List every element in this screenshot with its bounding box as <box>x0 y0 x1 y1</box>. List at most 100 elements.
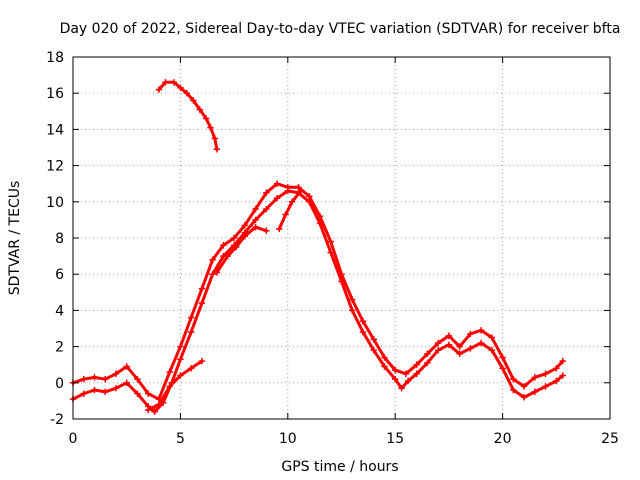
data-point-trace-a <box>553 377 560 385</box>
data-point-trace-b <box>295 184 302 191</box>
data-point-trace-b <box>112 370 120 377</box>
y-tick-label: 2 <box>55 340 64 356</box>
data-point-trace-b <box>177 343 184 350</box>
data-point-trace-b <box>499 354 506 361</box>
y-tick-label: 6 <box>55 267 64 283</box>
data-point-trace-e <box>288 198 296 205</box>
data-point-trace-f <box>211 135 218 142</box>
data-point-trace-f <box>213 146 221 153</box>
data-point-trace-b <box>209 256 216 263</box>
data-point-trace-b <box>531 374 539 381</box>
data-point-trace-b <box>187 314 195 321</box>
data-point-trace-b <box>241 222 249 229</box>
data-point-trace-a <box>316 220 324 227</box>
series-trace-c <box>146 359 204 412</box>
data-point-trace-b <box>327 238 334 245</box>
data-point-trace-b <box>456 343 463 350</box>
x-tick-label: 25 <box>601 431 619 447</box>
chart-grid <box>73 57 610 419</box>
data-marker-layer <box>69 79 566 415</box>
data-point-trace-d <box>213 269 221 276</box>
x-tick-label: 0 <box>69 431 78 447</box>
data-point-trace-b <box>370 336 377 343</box>
data-point-trace-a <box>168 379 176 386</box>
data-point-trace-a <box>520 394 528 401</box>
data-point-trace-b <box>413 361 420 368</box>
data-point-trace-a <box>112 385 120 392</box>
y-axis: -2 0 2 4 6 8 10 12 14 16 18 <box>46 50 610 428</box>
data-point-trace-e <box>282 211 289 218</box>
data-point-trace-c <box>166 383 173 390</box>
data-point-trace-b <box>559 357 566 365</box>
data-point-trace-b <box>434 339 442 347</box>
data-point-trace-a <box>151 408 158 415</box>
data-point-trace-b <box>488 334 496 341</box>
data-point-trace-b <box>123 363 130 370</box>
y-tick-label: 14 <box>46 122 64 138</box>
data-point-trace-b <box>273 180 281 187</box>
y-axis-label: SDTVAR / TECUs <box>7 181 23 296</box>
x-axis: 0 5 10 15 20 25 <box>69 57 619 447</box>
x-axis-label: GPS time / hours <box>281 459 398 475</box>
data-point-trace-b <box>467 330 474 338</box>
data-point-trace-a <box>392 375 399 383</box>
data-point-trace-a <box>252 216 259 224</box>
x-tick-label: 15 <box>386 431 404 447</box>
data-point-trace-b <box>230 234 238 242</box>
data-point-trace-b <box>424 350 431 358</box>
data-point-trace-a <box>80 390 87 397</box>
y-tick-label: 18 <box>46 50 64 66</box>
data-point-trace-f <box>190 97 197 104</box>
data-point-trace-a <box>273 194 281 202</box>
data-point-trace-b <box>542 370 549 377</box>
x-tick-label: 10 <box>279 431 297 447</box>
data-point-trace-b <box>102 375 109 383</box>
data-point-trace-a <box>263 205 270 213</box>
data-point-trace-c <box>155 401 163 408</box>
y-tick-label: 12 <box>46 159 64 175</box>
data-point-trace-a <box>123 379 130 386</box>
data-point-trace-b <box>306 193 313 200</box>
data-point-trace-a <box>91 386 98 394</box>
data-point-trace-a <box>445 341 453 348</box>
data-point-trace-a <box>198 299 206 307</box>
data-point-trace-a <box>542 383 549 390</box>
data-point-trace-a <box>160 399 167 406</box>
data-point-trace-d <box>263 227 270 234</box>
data-point-trace-f <box>177 84 184 91</box>
series-trace-f <box>157 80 219 151</box>
chart-title: Day 020 of 2022, Sidereal Day-to-day VTE… <box>60 21 621 37</box>
data-point-trace-c <box>177 372 184 379</box>
data-point-trace-b <box>166 368 173 376</box>
y-tick-label: 0 <box>55 376 64 392</box>
y-tick-label: -2 <box>50 412 64 428</box>
data-point-trace-a <box>477 339 485 347</box>
data-point-trace-a <box>177 356 184 363</box>
data-point-trace-a <box>488 347 496 354</box>
data-point-trace-d <box>224 252 231 260</box>
data-point-trace-b <box>263 189 270 196</box>
data-point-trace-b <box>252 205 259 213</box>
data-point-trace-b <box>198 285 206 292</box>
data-point-trace-b <box>349 296 356 303</box>
data-point-trace-b <box>134 375 141 383</box>
x-tick-label: 5 <box>176 431 185 447</box>
x-tick-label: 20 <box>494 431 512 447</box>
data-point-trace-e <box>297 187 304 195</box>
data-point-trace-a <box>434 347 442 354</box>
y-tick-label: 4 <box>55 303 64 319</box>
data-point-trace-b <box>220 242 227 249</box>
data-point-trace-b <box>402 370 410 377</box>
data-point-trace-b <box>284 184 291 191</box>
data-point-trace-d <box>241 232 249 240</box>
y-tick-label: 16 <box>46 86 64 102</box>
data-point-trace-a <box>349 307 356 314</box>
data-point-trace-a <box>559 372 566 379</box>
data-point-trace-b <box>80 375 87 383</box>
data-point-trace-a <box>102 388 109 396</box>
data-point-trace-b <box>155 395 163 403</box>
data-point-trace-a <box>306 198 313 205</box>
data-point-trace-b <box>510 375 517 383</box>
data-point-trace-a <box>510 386 517 394</box>
